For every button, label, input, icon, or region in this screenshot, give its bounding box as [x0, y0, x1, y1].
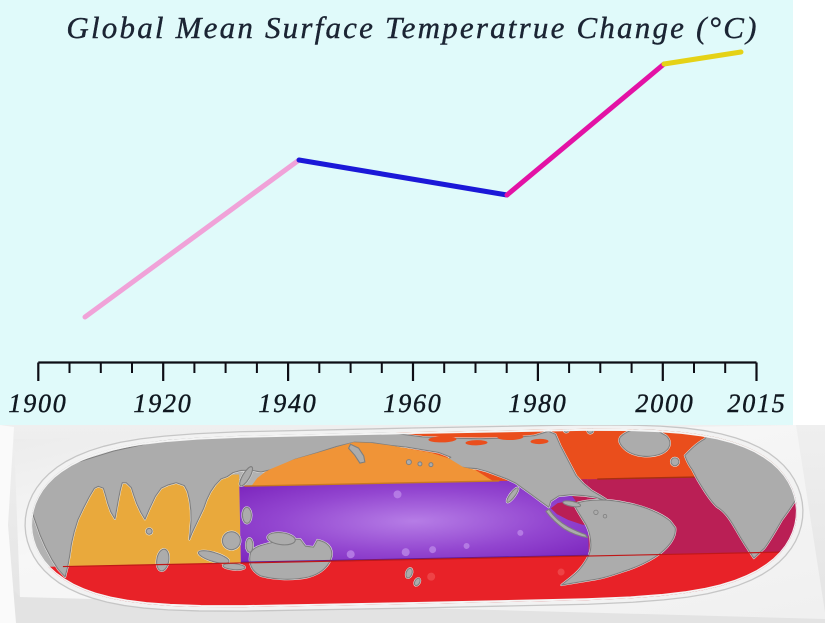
svg-text:2015: 2015 [727, 389, 786, 418]
svg-text:2000: 2000 [635, 389, 694, 418]
svg-text:1900: 1900 [8, 389, 67, 418]
svg-text:1940: 1940 [258, 389, 317, 418]
svg-text:1920: 1920 [133, 389, 192, 418]
svg-text:1960: 1960 [383, 389, 442, 418]
svg-text:1980: 1980 [508, 389, 567, 418]
